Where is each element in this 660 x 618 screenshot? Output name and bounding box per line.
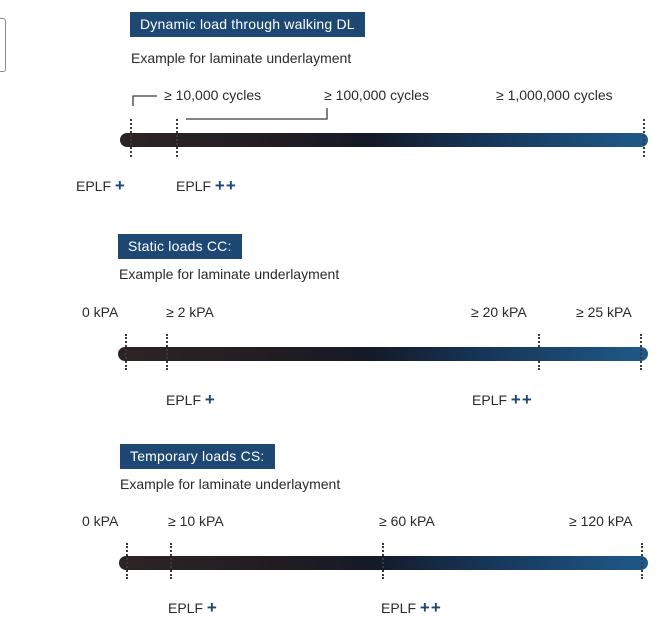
scale-tick <box>382 543 384 579</box>
threshold-label: ≥ 10 kPA <box>168 513 224 529</box>
threshold-label: 0 kPA <box>82 513 118 529</box>
section-subtitle: Example for laminate underlayment <box>120 476 340 492</box>
scale-tick <box>170 543 172 579</box>
threshold-label: ≥ 60 kPA <box>379 513 435 529</box>
threshold-label: ≥ 120 kPA <box>569 513 632 529</box>
rating-plus: EPLF + <box>168 598 218 618</box>
double-plus-icon: ++ <box>420 598 442 617</box>
rating-double-plus: EPLF ++ <box>381 598 442 618</box>
rating-name: EPLF <box>381 600 416 616</box>
scale-tick <box>126 543 128 579</box>
rating-name: EPLF <box>168 600 203 616</box>
scale-tick <box>641 543 643 579</box>
plus-icon: + <box>207 598 218 617</box>
section-title: Temporary loads CS: <box>120 444 275 469</box>
